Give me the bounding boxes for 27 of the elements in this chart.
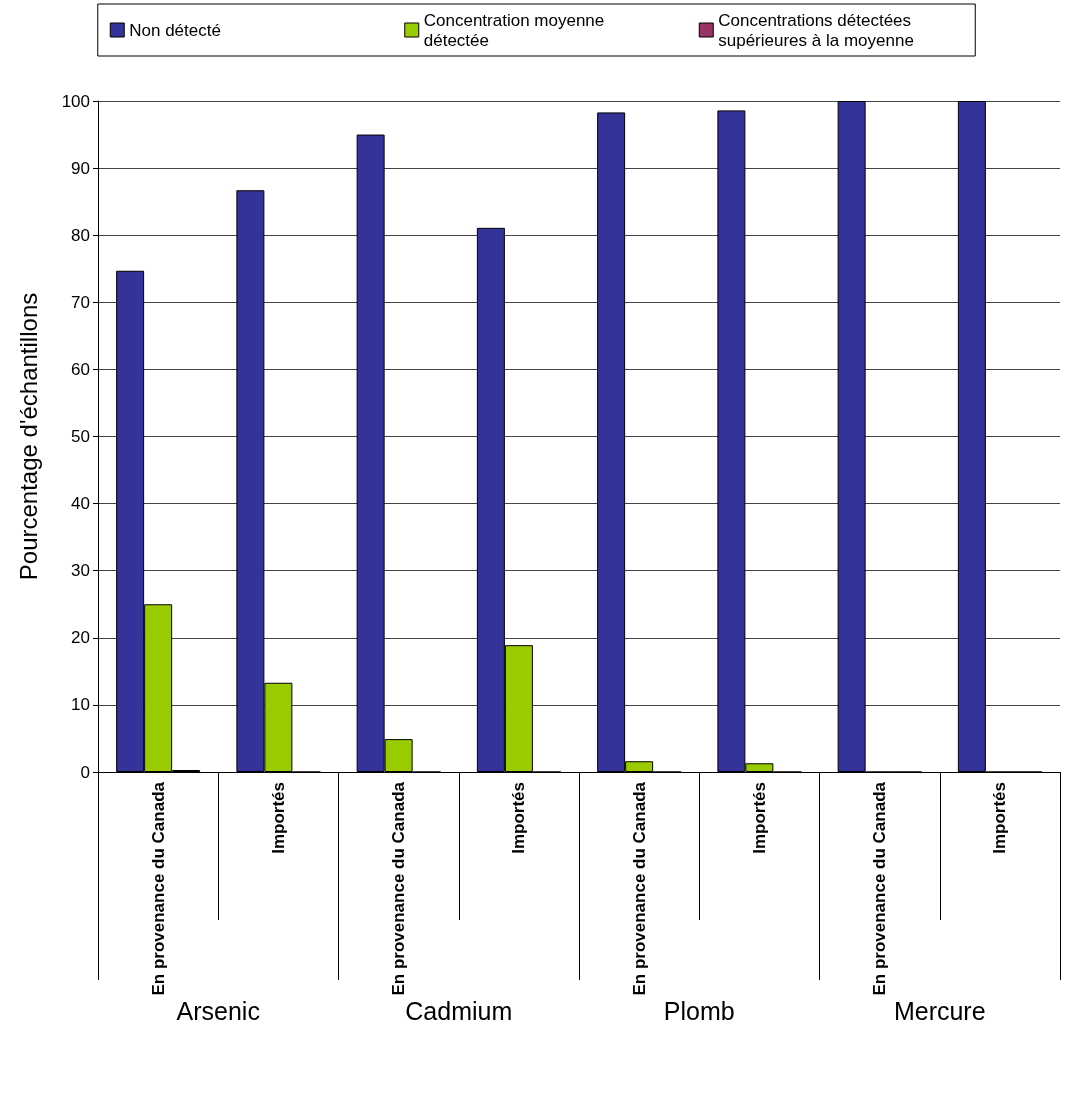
y-tick-label: 90 [71, 158, 90, 178]
y-tick-label: 20 [71, 628, 90, 648]
y-tick-label: 10 [71, 695, 90, 715]
text: Mercure [893, 996, 986, 1025]
y-tick-label: 50 [71, 427, 90, 446]
y-tick-label: 60 [71, 359, 90, 379]
legend-label: Concentrations détectées supérieures à la moyenne [718, 10, 916, 50]
x-tick-label: En provenance du Canada [148, 781, 168, 996]
text: Cadmium [405, 996, 513, 1025]
x-tick-label: En provenance du Canada [389, 781, 409, 996]
y-tick-label: 100 [61, 91, 90, 111]
x-tick-label: En provenance du Canada [629, 781, 649, 996]
y-tick-label: 40 [71, 494, 90, 514]
text: Arsenic [176, 996, 260, 1025]
legend-label: Concentration moyenne détectée [423, 10, 609, 50]
x-tick-label: En provenance du Canada [870, 781, 890, 996]
x-tick-label: Importés [268, 782, 288, 854]
y-tick-label: 30 [71, 561, 90, 581]
x-tick-label: Importés [749, 782, 769, 854]
x-tick-label: Importés [509, 782, 529, 854]
y-tick-label: 70 [71, 292, 90, 312]
y-axis-title: Pourcentage d'échantillons [14, 292, 42, 581]
y-tick-label: 80 [71, 225, 90, 245]
text: Plomb [663, 996, 735, 1025]
x-tick-label: Importés [990, 782, 1010, 854]
legend-label: Non détecté [129, 20, 221, 40]
y-tick-label: 0 [80, 762, 90, 782]
